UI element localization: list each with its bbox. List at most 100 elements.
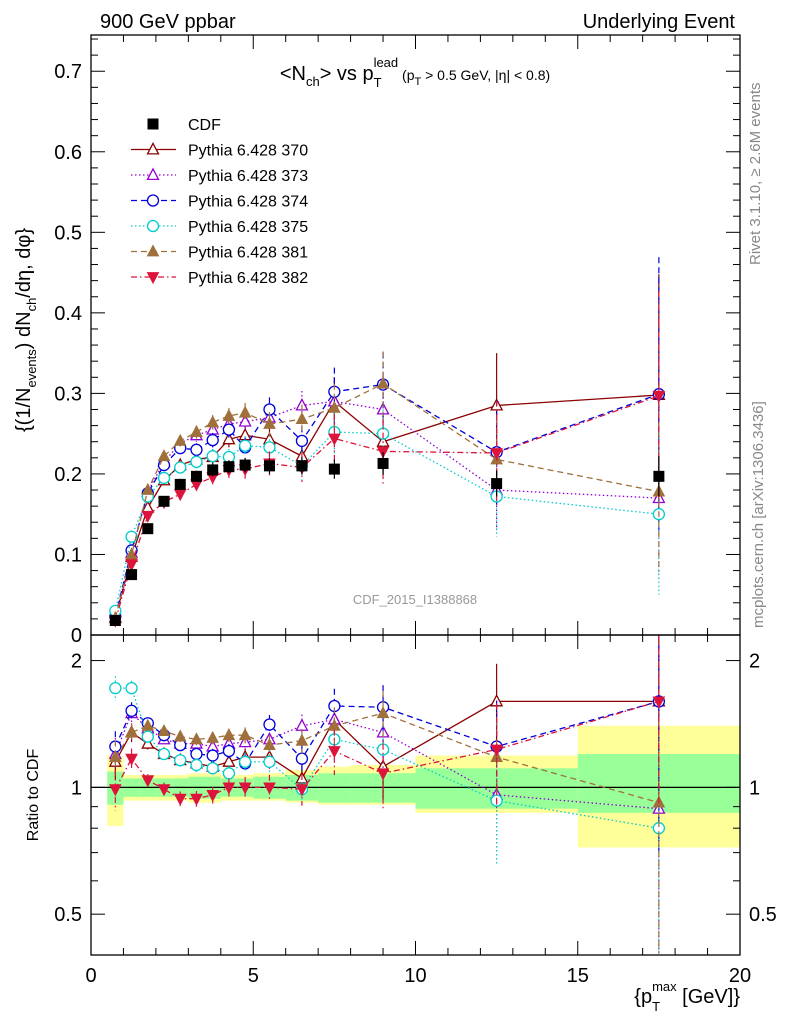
ratio-point xyxy=(376,706,390,719)
legend-marker xyxy=(146,272,160,285)
series-point xyxy=(157,449,171,462)
legend-label: Pythia 6.428 381 xyxy=(188,245,308,262)
series-line xyxy=(114,383,660,617)
ratio-point xyxy=(141,718,155,731)
ratio-point xyxy=(206,730,220,743)
series-point xyxy=(263,416,276,429)
data-point xyxy=(491,478,503,490)
ratio-tick-label: 2 xyxy=(71,651,82,673)
series-point xyxy=(173,489,187,502)
legend-label: Pythia 6.428 375 xyxy=(188,219,308,236)
data-point xyxy=(126,569,138,581)
ratio-point xyxy=(190,747,203,761)
header-right: Underlying Event xyxy=(583,11,736,33)
legend-label: Pythia 6.428 373 xyxy=(188,168,308,185)
ratio-point xyxy=(141,736,155,749)
ratio-point xyxy=(190,732,203,745)
ratio-point xyxy=(376,768,390,781)
series-point xyxy=(206,415,220,428)
ratio-point xyxy=(222,744,236,758)
ratio-point xyxy=(190,793,203,806)
series-point xyxy=(190,424,203,437)
ratio-point xyxy=(328,746,341,759)
series-point xyxy=(238,414,252,427)
x-tick-label: 5 xyxy=(248,965,259,987)
mcplots-label: mcplots.cern.ch [arXiv:1306.3436] xyxy=(750,401,767,628)
ratio-point xyxy=(206,789,220,802)
ratio-point xyxy=(125,704,138,717)
ratio-point xyxy=(652,696,666,709)
rivet-label: Rivet 3.1.10, ≥ 2.6M events xyxy=(747,83,764,266)
legend-marker xyxy=(146,244,160,257)
ratio-point xyxy=(238,755,252,768)
ratio-point xyxy=(173,793,187,806)
chart-title: <Nch> vs pTlead (pT > 0.5 GeV, |η| < 0.8… xyxy=(280,55,550,90)
y-axis-label: {(1/Nevents) dNch/dη, dφ} xyxy=(13,228,39,432)
series-point xyxy=(206,450,219,463)
ratio-point xyxy=(490,744,503,757)
series-point xyxy=(295,434,309,448)
y-tick-label: 0.6 xyxy=(54,142,82,164)
y-tick-label: 0.5 xyxy=(54,222,82,244)
series-line xyxy=(114,382,660,619)
series-point xyxy=(222,423,236,436)
x-tick-label: 0 xyxy=(85,965,96,987)
ratio-point xyxy=(295,784,309,797)
ratio-point xyxy=(295,733,309,746)
series-point xyxy=(295,412,309,425)
series-point xyxy=(206,433,219,447)
series-point xyxy=(125,530,138,543)
ratio-point xyxy=(238,782,252,795)
legend-marker xyxy=(146,167,160,181)
series-point xyxy=(376,376,390,389)
ratio-plot-marks xyxy=(108,635,666,955)
ratio-point xyxy=(263,782,276,795)
ratio-point xyxy=(206,762,219,775)
ratio-point xyxy=(263,718,276,731)
x-tick-label: 10 xyxy=(404,965,426,987)
y-tick-label: 0.1 xyxy=(54,544,82,566)
ratio-point xyxy=(263,755,276,768)
series-point xyxy=(263,441,276,454)
ratio-point xyxy=(263,737,276,750)
legend-label: Pythia 6.428 374 xyxy=(188,194,308,211)
ratio-point xyxy=(190,758,203,772)
ratio-point xyxy=(295,718,309,731)
ratio-point xyxy=(238,728,252,741)
data-point xyxy=(174,478,186,490)
x-tick-label: 15 xyxy=(567,965,589,987)
legend-marker xyxy=(146,194,160,207)
ratio-point xyxy=(173,729,187,742)
ratio-point xyxy=(125,725,138,738)
series-point xyxy=(328,400,341,413)
data-point xyxy=(142,523,154,535)
legend-marker xyxy=(146,219,160,233)
series-point xyxy=(222,431,236,445)
ratio-tick-label: 0.5 xyxy=(54,904,82,926)
axes: 0 5 10 15 20 0 0.1 0.2 0.3 0.4 0.5 0.6 0.7 0.5 0.5 1 1 2 2 xyxy=(54,34,777,987)
ratio-point xyxy=(174,754,187,767)
ratio-point xyxy=(157,784,171,797)
data-point xyxy=(263,460,275,472)
data-point xyxy=(328,463,340,475)
ratio-point xyxy=(125,753,138,766)
legend-marker xyxy=(146,142,160,155)
legend-label: Pythia 6.428 382 xyxy=(188,270,308,287)
series-point xyxy=(157,458,171,472)
analysis-watermark: CDF_2015_I1388868 xyxy=(353,592,477,607)
ratio-point xyxy=(222,728,236,741)
ratio-point xyxy=(109,784,122,797)
legend-marker xyxy=(147,118,159,130)
ratio-point xyxy=(222,767,236,780)
legend-label: Pythia 6.428 370 xyxy=(188,143,308,160)
header-left: 900 GeV ppbar xyxy=(100,11,236,33)
series-point xyxy=(141,510,155,523)
y-tick-label: 0.7 xyxy=(54,61,82,83)
ratio-point xyxy=(125,682,138,695)
series-point xyxy=(174,461,187,474)
ratio-tick-label-right: 2 xyxy=(749,651,760,673)
ratio-axis-label: Ratio to CDF xyxy=(25,749,42,842)
data-point xyxy=(158,495,170,507)
y-tick-label: 0.3 xyxy=(54,383,82,405)
series-point xyxy=(328,433,341,446)
